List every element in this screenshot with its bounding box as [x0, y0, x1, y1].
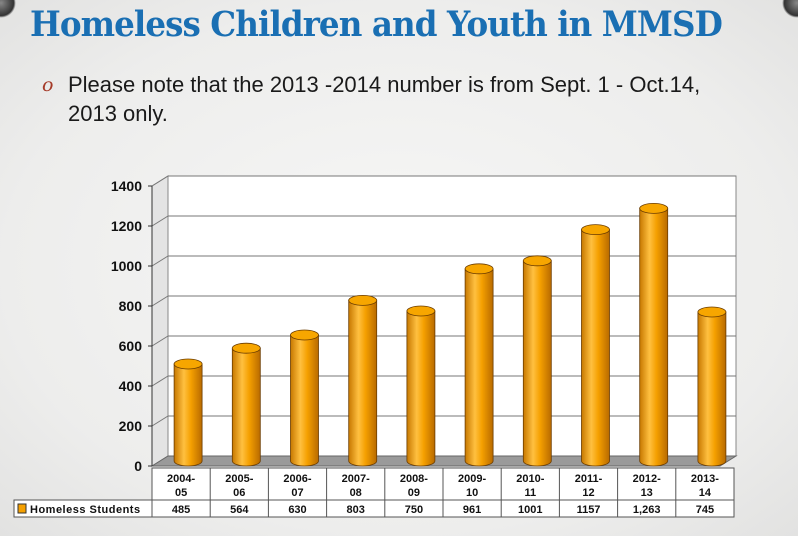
x-tick-label: 08 — [350, 487, 362, 499]
gridline — [151, 375, 169, 387]
data-value-label: 1157 — [577, 504, 601, 516]
bar — [173, 363, 203, 467]
x-tick-label: 11 — [524, 487, 536, 499]
corner-decoration — [782, 0, 798, 18]
y-tick-label: 800 — [119, 298, 143, 314]
gridline — [151, 415, 169, 427]
x-tick-label: 2005- — [225, 473, 253, 485]
x-tick-label: 09 — [408, 487, 420, 499]
bar — [581, 229, 610, 467]
data-value-label: 564 — [230, 504, 249, 516]
data-value-label: 745 — [696, 504, 714, 516]
gridline — [151, 295, 169, 307]
data-value-label: 630 — [288, 504, 306, 516]
x-tick-label: 2011- — [575, 473, 603, 485]
y-tick-label: 600 — [119, 338, 143, 354]
x-tick-label: 12 — [582, 487, 594, 499]
note-bullet: o Please note that the 2013 -2014 number… — [42, 70, 746, 128]
bar-top — [464, 263, 494, 275]
y-tick-label: 200 — [119, 418, 143, 434]
bar-top — [231, 342, 261, 354]
bullet-icon: o — [42, 74, 54, 96]
bar-top — [173, 358, 203, 370]
slide-title: Homeless Children and Youth in MMSD — [30, 4, 723, 45]
data-value-label: 485 — [172, 504, 190, 516]
y-tick-label: 400 — [119, 378, 143, 394]
bar-top — [348, 294, 378, 306]
gridline — [151, 175, 169, 187]
x-tick-label: 2007- — [342, 473, 370, 485]
data-value-label: 750 — [405, 504, 423, 516]
x-tick-label: 14 — [699, 487, 712, 499]
data-value-label: 961 — [463, 504, 481, 516]
bar — [231, 347, 261, 467]
gridline — [151, 335, 169, 347]
bar — [639, 208, 669, 467]
x-tick-label: 2012- — [633, 473, 661, 485]
gridline — [151, 255, 169, 267]
note-text: Please note that the 2013 -2014 number i… — [68, 72, 701, 126]
legend-swatch-icon — [17, 503, 27, 514]
y-tick-label: 1400 — [111, 178, 142, 194]
bar — [464, 268, 494, 467]
bar-top — [522, 255, 552, 267]
plot-side-wall — [151, 175, 169, 467]
x-tick-label: 2004- — [167, 473, 195, 485]
y-tick-label: 0 — [134, 458, 142, 474]
y-tick-label: 1200 — [111, 218, 142, 234]
x-tick-label: 13 — [641, 487, 653, 499]
bar — [522, 260, 552, 467]
x-tick-label: 2010- — [516, 473, 544, 485]
x-tick-label: 2006- — [283, 473, 311, 485]
bar — [348, 300, 378, 467]
bar-top — [697, 306, 727, 318]
x-tick-label: 05 — [175, 487, 187, 499]
y-tick-label: 1000 — [111, 258, 142, 274]
x-tick-label: 06 — [233, 487, 245, 499]
x-tick-label: 10 — [466, 487, 478, 499]
bar-top — [639, 202, 669, 214]
bar-top — [406, 305, 436, 317]
bar-top — [581, 224, 610, 236]
bar-top — [290, 329, 319, 341]
gridline — [151, 215, 169, 227]
data-table-legend-cell — [13, 499, 153, 518]
bar — [406, 310, 436, 467]
data-value-label: 803 — [347, 504, 365, 516]
x-tick-label: 2009- — [458, 473, 486, 485]
data-value-label: 1,263 — [633, 504, 661, 516]
bar — [697, 311, 727, 467]
legend-label: Homeless Students — [30, 504, 141, 516]
x-tick-label: 07 — [291, 487, 303, 499]
x-tick-label: 2008- — [400, 473, 428, 485]
bar — [290, 334, 319, 467]
x-tick-label: 2013- — [691, 473, 719, 485]
data-value-label: 1001 — [518, 504, 542, 516]
